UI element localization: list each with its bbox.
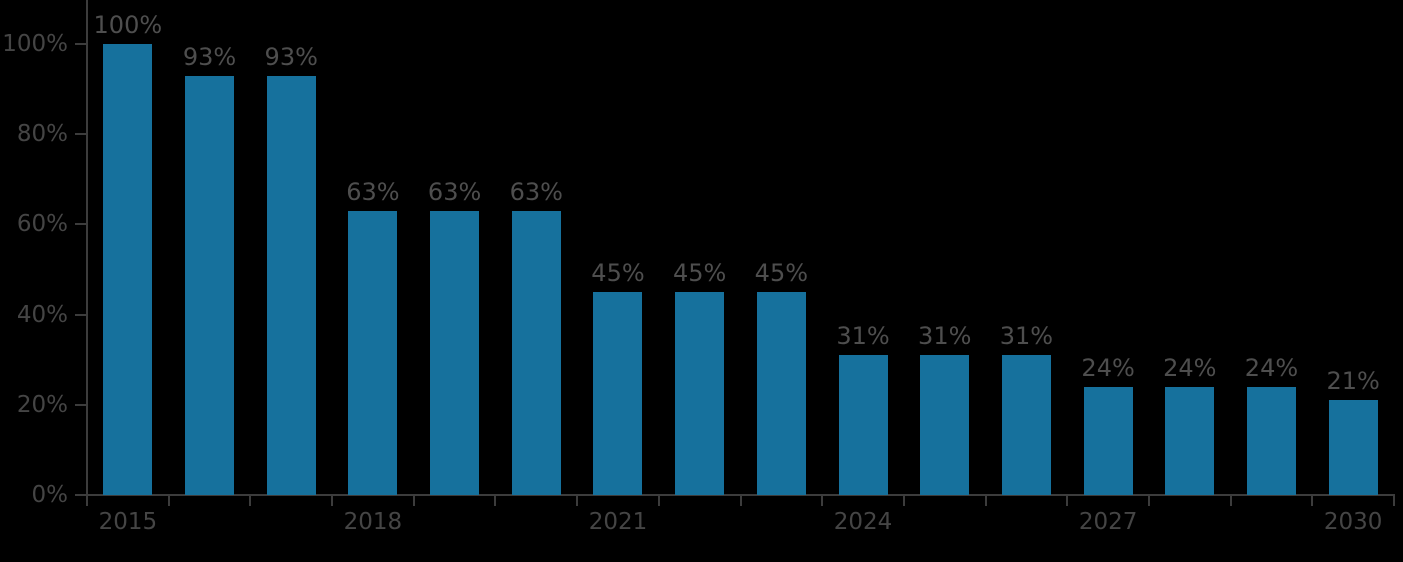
x-axis-tick-label: 2021 — [588, 509, 648, 535]
x-axis-tick — [821, 495, 824, 506]
bar-2029 — [1246, 386, 1296, 495]
bar-2026 — [1001, 355, 1051, 495]
bar-value-label: 45% — [672, 259, 727, 288]
bar-2021 — [593, 292, 643, 495]
x-axis-tick — [984, 495, 987, 506]
bar-2020 — [511, 210, 561, 495]
x-axis-tick — [167, 495, 170, 506]
x-axis-tick-label: 2015 — [98, 509, 158, 535]
bar-2025 — [920, 355, 970, 495]
y-axis-tick-label: 100% — [2, 31, 68, 57]
bar-2027 — [1083, 386, 1133, 495]
x-axis-tick — [739, 495, 742, 506]
bar-value-label: 24% — [1081, 353, 1135, 382]
bar-value-label: 31% — [918, 322, 972, 351]
x-axis-tick — [1393, 495, 1395, 506]
y-axis-tick — [75, 43, 87, 45]
bar-value-label: 93% — [264, 42, 318, 71]
bar-2023 — [756, 292, 806, 495]
y-axis-tick — [75, 133, 87, 136]
bar-2019 — [430, 210, 480, 495]
bar-value-label: 63% — [346, 177, 400, 206]
y-axis-tick-label: 60% — [16, 211, 68, 238]
x-axis-tick — [86, 495, 88, 506]
y-axis-tick — [75, 494, 87, 496]
bar-2016 — [185, 75, 235, 495]
y-axis-tick — [75, 313, 87, 316]
x-axis-tick — [1147, 495, 1150, 506]
x-axis-tick — [249, 495, 252, 506]
x-axis-tick — [494, 495, 497, 506]
y-axis-line — [86, 0, 88, 496]
bar-value-label: 100% — [93, 11, 163, 39]
x-axis-tick — [412, 495, 415, 506]
x-axis-tick — [657, 495, 660, 506]
x-axis-tick-label: 2030 — [1323, 509, 1383, 535]
bar-value-label: 63% — [427, 177, 482, 206]
bar-value-label: 21% — [1326, 367, 1380, 396]
x-axis-tick — [1066, 495, 1069, 506]
x-axis-tick — [902, 495, 905, 506]
bar-value-label: 31% — [836, 322, 890, 351]
bar-value-label: 45% — [754, 259, 809, 288]
bar-value-label: 45% — [591, 259, 645, 288]
bar-value-label: 31% — [999, 322, 1054, 351]
bar-2018 — [348, 210, 398, 495]
bar-value-label: 24% — [1244, 353, 1299, 382]
y-axis-tick — [75, 223, 87, 226]
bar-value-label: 63% — [509, 177, 563, 206]
bar-2030 — [1328, 400, 1378, 495]
x-axis-tick — [576, 495, 579, 506]
x-axis-tick-label: 2018 — [343, 509, 403, 535]
x-axis-tick-label: 2027 — [1078, 509, 1138, 535]
y-axis-tick — [75, 403, 87, 406]
x-axis-tick — [1311, 495, 1314, 506]
x-axis-tick — [331, 495, 334, 506]
y-axis-tick-label: 40% — [16, 301, 68, 328]
x-axis-tick-label: 2024 — [833, 509, 893, 535]
bar-2017 — [266, 75, 316, 495]
y-axis-tick-label: 20% — [16, 391, 68, 418]
bar-value-label: 24% — [1163, 353, 1217, 382]
bar-value-label: 93% — [182, 42, 237, 71]
y-axis-tick-label: 0% — [31, 482, 69, 508]
y-axis-tick-label: 80% — [16, 121, 68, 148]
bar-2024 — [838, 355, 888, 495]
bar-2015 — [103, 44, 153, 495]
bar-2022 — [675, 292, 725, 495]
bar-2028 — [1165, 386, 1215, 495]
x-axis-tick — [1229, 495, 1232, 506]
